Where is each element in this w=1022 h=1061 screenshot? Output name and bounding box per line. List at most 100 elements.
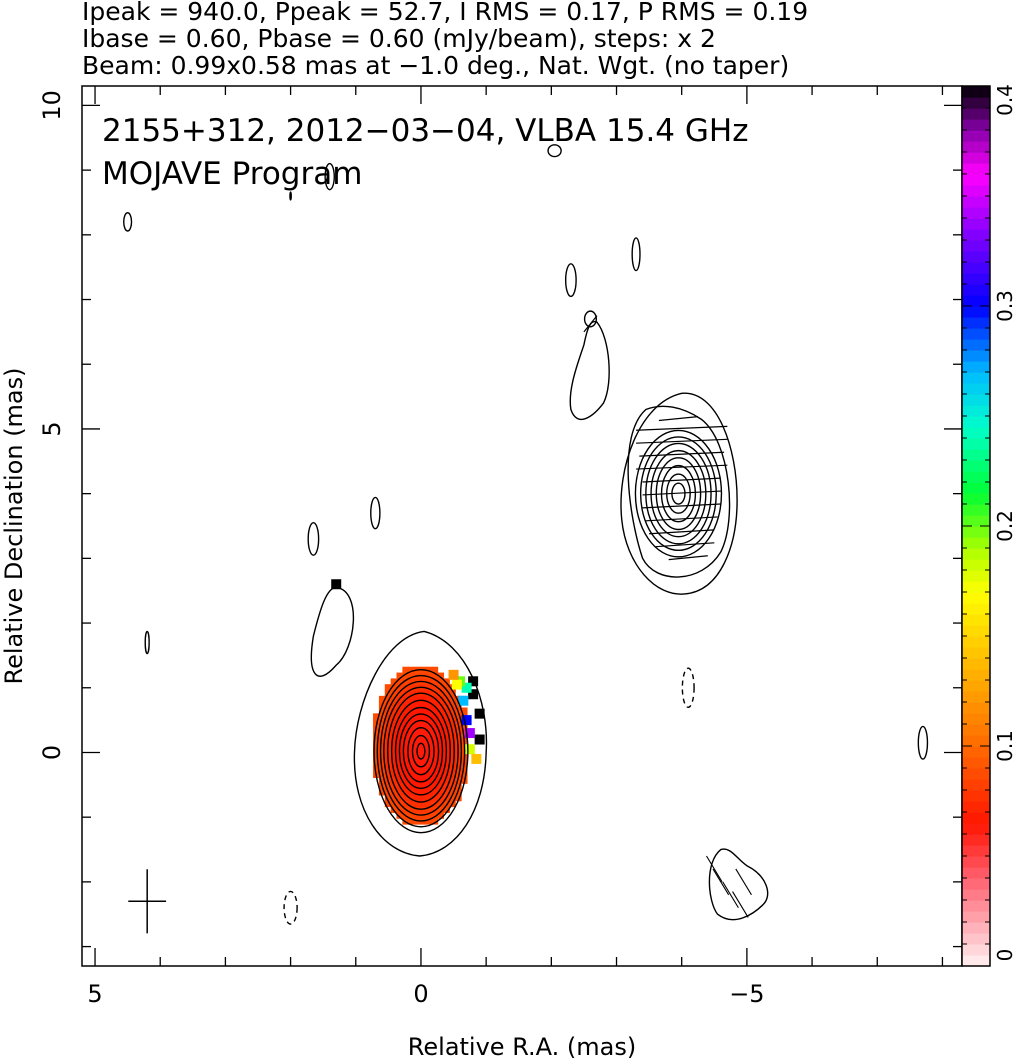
pol-pixel <box>437 724 445 732</box>
knot-contour-2 <box>627 405 731 578</box>
pol-pixel <box>419 789 427 796</box>
pol-pixel <box>449 690 456 697</box>
noise-contour <box>564 263 577 298</box>
edge-pixel <box>474 734 485 745</box>
pol-pixel <box>437 742 445 749</box>
pol-pixel <box>373 713 380 720</box>
noise-contour <box>547 144 562 158</box>
pol-pixel <box>455 730 462 738</box>
pol-pixel <box>449 789 456 796</box>
pol-pixel <box>419 765 427 773</box>
pol-pixel <box>461 771 468 779</box>
noise-contour <box>144 630 150 655</box>
colorbar-band <box>962 262 990 274</box>
noise-contour <box>631 237 641 272</box>
pol-pixel <box>402 684 409 691</box>
colorbar-band <box>962 504 990 516</box>
colorbar-band <box>962 911 990 923</box>
header-line-2: Ibase = 0.60, Pbase = 0.60 (mJy/beam), s… <box>82 24 716 53</box>
colorbar-band <box>962 570 990 582</box>
colorbar-band <box>962 229 990 241</box>
core-contour <box>398 713 444 790</box>
edge-pixel <box>474 708 485 719</box>
colorbar-band <box>962 856 990 868</box>
pol-pixel <box>396 777 403 784</box>
pol-pixel <box>449 707 456 714</box>
pol-pixel <box>402 724 409 732</box>
y-tick-label: 5 <box>38 421 66 436</box>
pol-pixel <box>425 690 433 697</box>
evpa-vector <box>706 855 723 883</box>
pol-pixel <box>408 666 415 674</box>
pol-pixel <box>425 684 433 691</box>
pol-pixel <box>390 742 398 749</box>
pol-pixel <box>390 777 398 784</box>
west-feature-contour <box>310 586 355 677</box>
program-annotation: MOJAVE Program <box>102 156 362 192</box>
pol-pixel <box>408 724 415 732</box>
pol-pixel <box>419 736 427 744</box>
pol-pixel <box>431 754 439 761</box>
evpa-vector <box>722 881 739 909</box>
colorbar-band <box>962 658 990 670</box>
core-contour <box>407 727 435 776</box>
evpa-vector <box>583 315 598 333</box>
pol-pixel <box>408 742 415 749</box>
pol-pixel <box>373 765 380 773</box>
colorbar-band <box>962 240 990 252</box>
evpa-vector <box>636 464 728 470</box>
core-contour <box>402 719 440 783</box>
pol-pixel <box>425 806 433 813</box>
pol-pixel <box>461 765 468 773</box>
pol-pixel <box>402 759 409 767</box>
plot-frame <box>81 85 963 967</box>
pol-pixel <box>373 736 380 744</box>
pol-pixel <box>384 800 392 808</box>
pol-pixel <box>390 701 398 709</box>
pol-pixel <box>461 724 468 732</box>
pol-pixel <box>402 707 409 714</box>
pol-pixel <box>390 719 398 726</box>
pol-pixel <box>414 765 421 773</box>
colorbar-band <box>962 163 990 175</box>
colorbar-band <box>962 779 990 791</box>
colorbar-ticks: 0 0.1 0.2 0.3 0.4 <box>962 84 1017 967</box>
axis-ticks: 5 0 −5 0 5 10 <box>38 86 962 1008</box>
colorbar-tick-label: 0.3 <box>993 290 1017 322</box>
pol-pixel <box>425 695 433 703</box>
colorbar-band <box>962 834 990 846</box>
pol-pixel <box>431 742 439 749</box>
pol-pixel <box>396 730 403 738</box>
evpa-vector <box>642 477 721 483</box>
pol-pixel <box>373 754 380 761</box>
pol-pixel <box>431 771 439 779</box>
pol-pixel <box>408 736 415 744</box>
pol-pixel <box>419 794 427 802</box>
pol-pixel <box>402 719 409 726</box>
colorbar-band <box>962 295 990 307</box>
pol-pixel <box>390 690 398 697</box>
x-tick-label: 0 <box>413 980 428 1008</box>
pol-pixel <box>390 771 398 779</box>
pol-pixel <box>443 730 450 738</box>
colorbar-band <box>962 636 990 648</box>
pol-pixel <box>402 771 409 779</box>
pol-pixel <box>396 701 403 709</box>
pol-pixel <box>437 812 445 819</box>
colorbar-band <box>962 790 990 802</box>
pol-pixel <box>396 690 403 697</box>
pol-pixel <box>384 783 392 790</box>
y-axis-label: Relative Declination (mas) <box>0 367 28 684</box>
pol-pixel <box>437 789 445 796</box>
pol-pixel <box>431 818 439 825</box>
pol-pixel <box>396 794 403 802</box>
pol-pixel <box>414 754 421 761</box>
evpa-vector <box>639 451 725 457</box>
pol-pixel <box>425 794 433 802</box>
evpa-vector <box>712 868 730 896</box>
pol-pixel <box>431 684 439 691</box>
pol-pixel <box>414 730 421 738</box>
pol-pixel <box>390 736 398 744</box>
edge-pixel <box>461 682 472 693</box>
pol-pixel <box>378 736 386 744</box>
